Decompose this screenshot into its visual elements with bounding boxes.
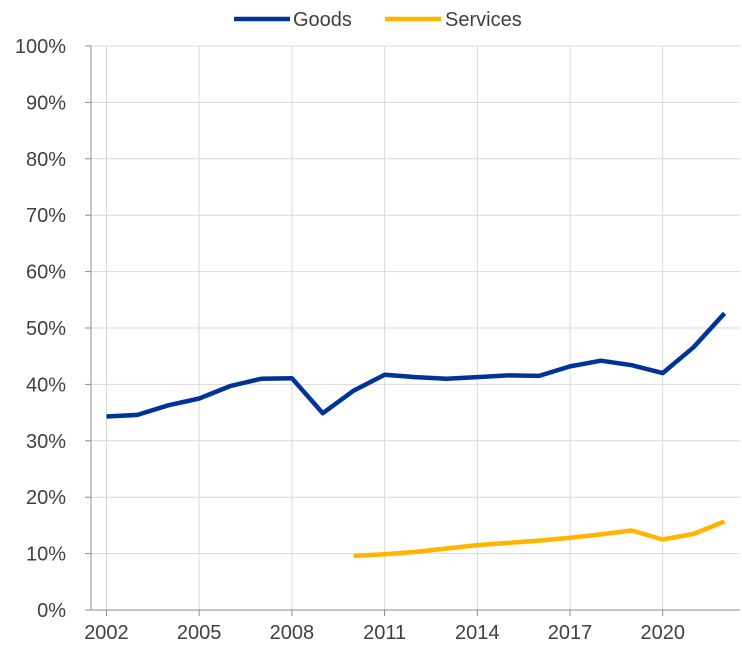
legend-label: Services xyxy=(445,9,522,31)
x-tick-label: 2014 xyxy=(455,622,500,644)
series-line-services xyxy=(353,519,726,559)
x-tick-label: 2020 xyxy=(640,622,685,644)
legend-label: Goods xyxy=(293,9,352,31)
y-tick-labels: 0% 10% 20% 30% 40% 50% 60% 70% 80% 90% 100% xyxy=(15,36,66,622)
legend: Goods Services xyxy=(234,9,522,31)
series-lines xyxy=(106,311,727,559)
legend-item-services: Services xyxy=(385,9,522,31)
y-tick-label: 0% xyxy=(37,600,66,622)
y-tick-label: 80% xyxy=(26,149,66,171)
legend-item-goods: Goods xyxy=(234,9,352,31)
y-tick-label: 30% xyxy=(26,431,66,453)
y-tick-label: 60% xyxy=(26,262,66,284)
y-tick-label: 20% xyxy=(26,487,66,509)
x-tick-label: 2017 xyxy=(548,622,593,644)
y-tick-label: 40% xyxy=(26,374,66,396)
gridlines xyxy=(91,45,740,610)
y-tick-label: 100% xyxy=(15,36,66,58)
x-tick-label: 2002 xyxy=(84,622,129,644)
axes xyxy=(85,45,740,616)
y-tick-label: 50% xyxy=(26,318,66,340)
x-tick-label: 2011 xyxy=(363,622,406,644)
x-tick-labels: 2002 2005 2008 2011 2014 2017 2020 xyxy=(84,622,685,644)
y-tick-label: 90% xyxy=(26,92,66,114)
y-tick-label: 70% xyxy=(26,205,66,227)
y-tick-label: 10% xyxy=(26,544,66,566)
x-tick-label: 2005 xyxy=(177,622,222,644)
series-line-goods xyxy=(106,311,727,419)
x-tick-label: 2008 xyxy=(270,622,315,644)
